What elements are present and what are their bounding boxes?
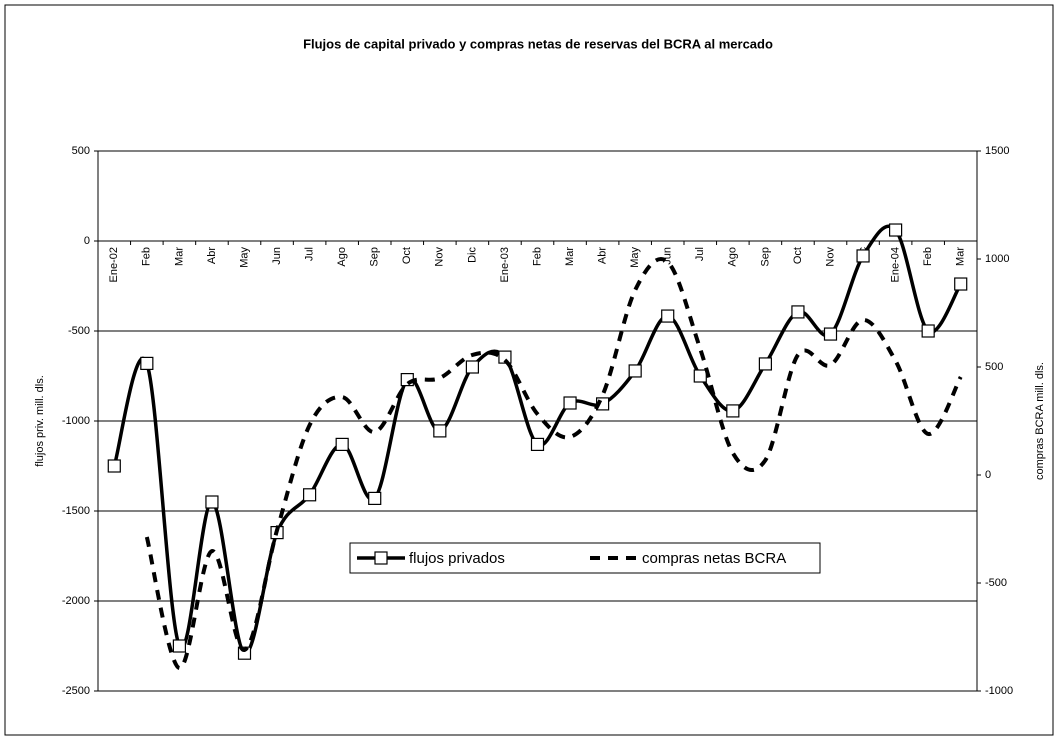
y-tick-label: -2500 [62,685,90,697]
x-tick-label: Ago [727,247,739,267]
x-tick-label: Oct [401,247,413,264]
x-tick-label: Jul [304,247,316,261]
x-tick-label: Ene-02 [108,247,120,282]
y2-tick-label: -500 [985,577,1007,589]
x-tick-label: Abr [597,247,609,264]
y2-tick-label: 500 [985,361,1003,373]
y2-tick-label: 0 [985,469,991,481]
x-tick-label: Ene-03 [499,247,511,282]
data-point [465,360,479,374]
x-tick-label: Nov [434,247,446,267]
x-tick-label: Feb [531,247,543,266]
y2-tick-label: 1500 [985,145,1009,157]
x-tick-label: Nov [824,247,836,267]
y-tick-label: -1000 [62,415,90,427]
x-tick-label: Jun [662,247,674,265]
y-axis-title: flujos priv. mill. dls. [34,375,46,466]
data-point [661,309,675,323]
x-tick-label: May [238,247,250,268]
data-point [628,364,642,378]
data-point [921,324,935,338]
legend-label: compras netas BCRA [642,550,786,567]
data-point [498,350,512,364]
x-tick-label: Feb [141,247,153,266]
data-point [563,396,577,410]
x-tick-label: Ago [336,247,348,267]
y2-tick-label: 1000 [985,253,1009,265]
data-point [205,495,219,509]
x-tick-label: Sep [369,247,381,267]
data-point [433,424,447,438]
x-tick-label: Mar [955,247,967,266]
x-tick-label: Oct [792,247,804,264]
x-tick-label: Jun [271,247,283,265]
y-tick-label: -500 [68,325,90,337]
data-point [107,459,121,473]
data-point [758,357,772,371]
data-point [140,356,154,370]
data-point [530,437,545,451]
data-point [368,491,382,505]
x-tick-label: Jul [694,247,706,261]
x-tick-label: May [629,247,641,268]
y-tick-label: 0 [84,235,90,247]
data-point [954,277,968,291]
data-point [889,223,903,237]
y-tick-label: -2000 [62,595,90,607]
x-tick-label: Ene-04 [890,247,902,282]
y2-tick-label: -1000 [985,685,1013,697]
y2-axis-title: compras BCRA mill. dls. [1034,362,1046,480]
data-point [726,404,740,418]
data-point [791,305,805,319]
legend [349,542,821,574]
x-tick-label: Feb [922,247,934,266]
data-point [856,249,870,263]
series-line [144,257,963,671]
x-tick-label: Mar [564,247,576,266]
legend-label: flujos privados [409,550,505,567]
data-point [172,639,186,653]
data-point [303,488,317,502]
y-tick-label: 500 [72,145,90,157]
chart-border [4,4,1054,736]
data-point [693,369,707,383]
x-tick-label: Sep [759,247,771,267]
legend-marker [374,551,388,565]
x-tick-label: Mar [173,247,185,266]
x-tick-label: Abr [206,247,218,264]
data-point [335,437,349,451]
x-tick-label: Dic [466,247,478,263]
chart-title: Flujos de capital privado y compras neta… [303,36,773,51]
data-point [823,327,838,341]
y-tick-label: -1500 [62,505,90,517]
